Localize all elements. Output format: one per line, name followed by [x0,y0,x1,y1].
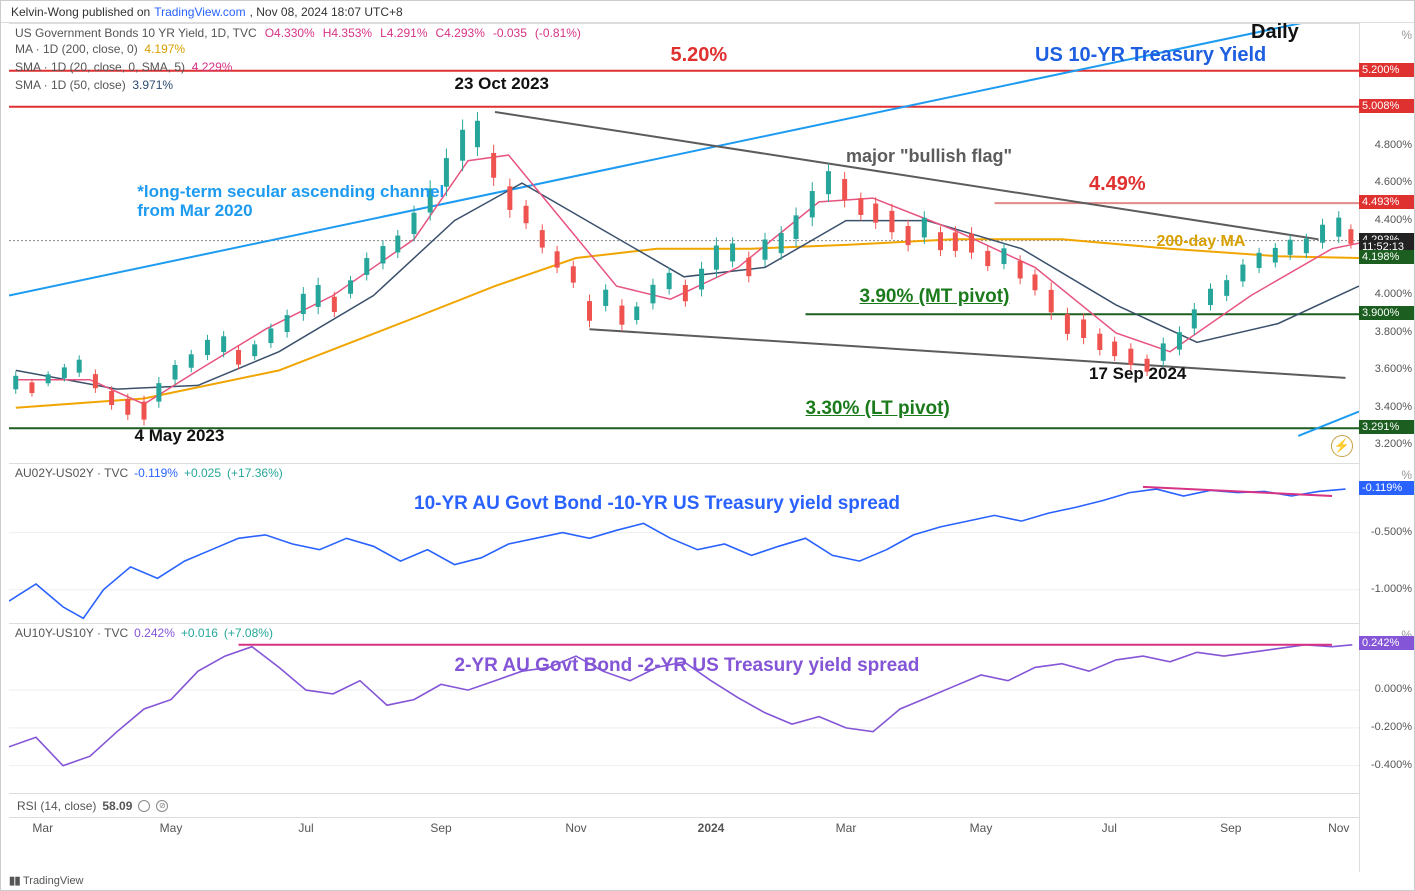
xaxis-label: 2024 [698,821,725,835]
ytick: -0.400% [1371,759,1412,771]
footer-text[interactable]: TradingView [23,875,84,887]
annotation: US 10-YR Treasury Yield [1035,44,1266,67]
panel3-info: AU10Y-US10Y · TVC 0.242% +0.016 (+7.08%) [15,626,273,640]
annotation: major "bullish flag" [846,146,1012,167]
settings-icon[interactable] [138,800,150,812]
ohlc-l: L4.291% [380,26,427,40]
ytick: 4.400% [1375,214,1412,226]
xaxis-label: Mar [836,821,857,835]
annotation: from Mar 2020 [137,201,252,221]
indicator-row[interactable]: SMA · 1D (50, close) 3.971% [15,76,581,94]
main-panel[interactable]: US Government Bonds 10 YR Yield, 1D, TVC… [9,23,1359,463]
annotation: 5.20% [671,44,728,67]
ybadge: 4.198% [1359,250,1414,264]
xaxis-label: Sep [1220,821,1241,835]
ybadge: 3.291% [1359,420,1414,434]
xaxis-label: May [970,821,993,835]
panel2-chg: +0.025 [184,466,221,480]
annotation: Daily [1251,21,1299,44]
panel-label: 10-YR AU Govt Bond -10-YR US Treasury yi… [414,493,900,515]
ytick: 4.800% [1375,139,1412,151]
ohlc-o: O4.330% [265,26,315,40]
yaxis-unit: % [1401,468,1412,482]
ybadge: 3.900% [1359,306,1414,320]
panel3-chg: +0.016 [181,626,218,640]
ytick: 4.600% [1375,176,1412,188]
panel3-chgpct: (+7.08%) [224,626,273,640]
panel2[interactable]: AU02Y-US02Y · TVC -0.119% +0.025 (+17.36… [9,463,1359,623]
page-root: Kelvin-Wong published on TradingView.com… [0,0,1415,891]
annotation: 200-day MA [1157,233,1246,251]
price-axis[interactable]: % 4.800% 4.600% 4.400% 4.000% 3.800% 3.600% 3.4… [1359,23,1414,872]
xaxis-label: Mar [32,821,53,835]
annotation: 3.90% (MT pivot) [860,286,1010,308]
annotation: *long-term secular ascending channel [137,182,444,202]
xaxis-label: Jul [298,821,313,835]
ytick: 3.200% [1375,438,1412,450]
panel-label: 2-YR AU Govt Bond -2-YR US Treasury yiel… [455,655,920,677]
panel3[interactable]: AU10Y-US10Y · TVC 0.242% +0.016 (+7.08%)… [9,623,1359,793]
xaxis-label: Sep [430,821,451,835]
footer: ▮▮ TradingView [1,872,1414,890]
rsi-val: 58.09 [102,799,132,813]
chart-container[interactable]: US Government Bonds 10 YR Yield, 1D, TVC… [1,23,1414,872]
panel2-info: AU02Y-US02Y · TVC -0.119% +0.025 (+17.36… [15,466,283,480]
annotation: 3.30% (LT pivot) [806,398,950,420]
panel2-svg[interactable] [9,464,1359,624]
ohlc-h: H4.353% [323,26,372,40]
rsi-row[interactable]: RSI (14, close) 58.09 ⊘ [9,793,1359,817]
byline-suffix: , Nov 08, 2024 18:07 UTC+8 [250,5,403,19]
panel3-last: 0.242% [134,626,175,640]
ytick: 0.000% [1375,683,1412,695]
time-axis[interactable]: Mar May Jul Sep Nov 2024 Mar May Jul Sep Nov [9,817,1359,841]
main-info: US Government Bonds 10 YR Yield, 1D, TVC… [15,26,581,94]
panel2-chgpct: (+17.36%) [227,466,283,480]
ybadge: 4.493% [1359,195,1414,209]
panel2-last: -0.119% [134,466,178,480]
annotation: 4.49% [1089,173,1146,196]
byline-prefix: Kelvin-Wong published on [11,5,150,19]
main-title[interactable]: US Government Bonds 10 YR Yield, 1D, TVC [15,26,257,40]
panel2-title[interactable]: AU02Y-US02Y · TVC [15,466,128,480]
ytick: -1.000% [1371,583,1412,595]
ohlc-chg: -0.035 [493,26,527,40]
ybadge: -0.119% [1359,481,1414,495]
hide-icon[interactable]: ⊘ [156,800,168,812]
ybadge: 5.008% [1359,99,1414,113]
ohlc-chgpct: (-0.81%) [535,26,581,40]
ytick: 3.400% [1375,401,1412,413]
annotation: 4 May 2023 [135,426,225,446]
yaxis-unit: % [1401,28,1412,42]
byline-header: Kelvin-Wong published on TradingView.com… [1,1,1414,23]
panel3-svg[interactable] [9,624,1359,794]
ybadge: 5.200% [1359,63,1414,77]
indicator-row[interactable]: MA · 1D (200, close, 0) 4.197% [15,40,581,58]
xaxis-label: May [160,821,183,835]
xaxis-label: Jul [1102,821,1117,835]
xaxis-label: Nov [565,821,586,835]
xaxis-label: Nov [1328,821,1349,835]
indicator-row[interactable]: SMA · 1D (20, close, 0, SMA, 5) 4.229% [15,58,581,76]
ytick: -0.500% [1371,526,1412,538]
annotation: 17 Sep 2024 [1089,364,1186,384]
byline-site[interactable]: TradingView.com [154,5,245,19]
ohlc-c: C4.293% [436,26,485,40]
ytick: 3.800% [1375,326,1412,338]
ytick: 3.600% [1375,363,1412,375]
ytick: -0.200% [1371,721,1412,733]
panel3-title[interactable]: AU10Y-US10Y · TVC [15,626,128,640]
ybadge: 0.242% [1359,636,1414,650]
rsi-label: RSI (14, close) [17,799,96,813]
ytick: 4.000% [1375,288,1412,300]
